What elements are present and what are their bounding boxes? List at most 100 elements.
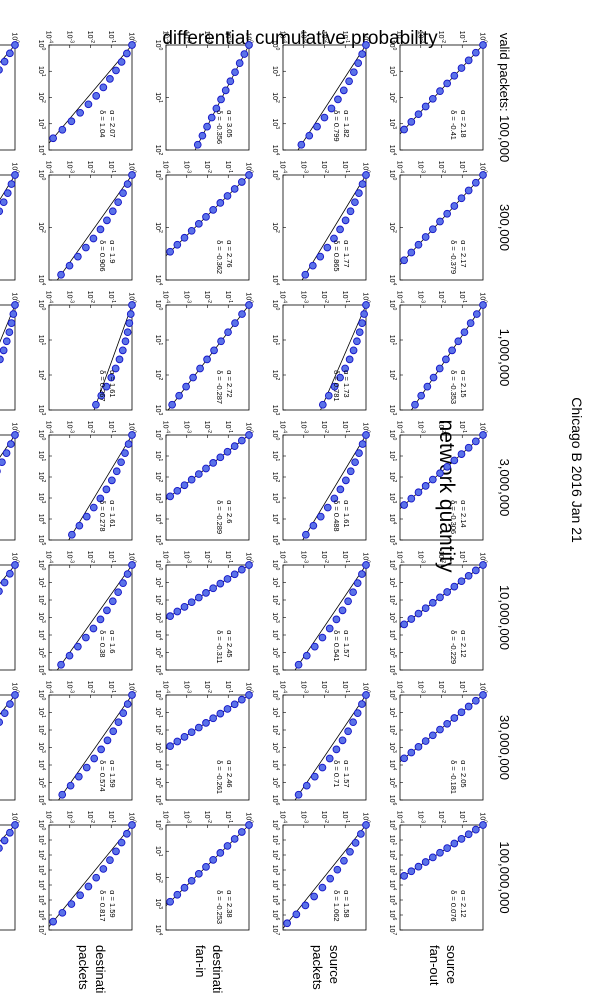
data-point <box>189 373 197 382</box>
data-point <box>349 718 357 727</box>
data-point <box>125 319 134 327</box>
panel: 10-410-310-210-1100100101102103α = 1.69δ… <box>0 292 20 411</box>
data-point <box>58 908 67 917</box>
data-point <box>216 849 225 857</box>
data-point <box>471 566 480 575</box>
data-point <box>334 95 342 104</box>
delta-label: δ = -0.253 <box>215 890 224 924</box>
data-point <box>209 856 218 864</box>
y-tick-label: 10-4 <box>45 551 54 563</box>
row-label: packets <box>76 945 91 990</box>
data-point <box>400 620 408 629</box>
data-point <box>428 598 437 607</box>
data-point <box>2 449 11 457</box>
panel: 10-410-310-210-1100100102104α = 2.76δ = … <box>154 161 254 286</box>
data-point <box>106 75 114 83</box>
x-tick-label: 100 <box>154 690 163 701</box>
x-tick-label: 102 <box>388 725 397 736</box>
x-tick-label: 101 <box>271 577 280 588</box>
data-point <box>332 615 341 624</box>
data-point <box>180 733 189 741</box>
alpha-label: α = 2.05 <box>459 760 468 787</box>
alpha-label: α = 2.18 <box>459 110 468 137</box>
panel: 10-410-310-210-1100100101102103104α = 2.… <box>388 31 488 156</box>
panel-frame <box>0 44 16 151</box>
data-point <box>92 400 100 409</box>
data-point <box>237 178 246 186</box>
data-point <box>309 521 318 530</box>
y-tick-label: 10-3 <box>299 551 308 563</box>
panel: 10-410-310-210-1100100101102103104105α =… <box>37 421 137 546</box>
panel: 10-410-310-210-1100100101102103104105106… <box>0 552 20 671</box>
x-tick-label: 100 <box>388 170 397 181</box>
y-tick-label: 10-1 <box>224 421 233 433</box>
data-point <box>209 459 218 467</box>
y-tick-label: 10-3 <box>299 291 308 303</box>
data-point <box>114 588 122 597</box>
data-point <box>471 178 480 187</box>
data-point <box>0 66 3 74</box>
data-point <box>305 131 314 140</box>
y-tick-label: 10-3 <box>299 31 308 43</box>
x-tick-label: 101 <box>388 707 397 718</box>
data-point <box>187 876 196 885</box>
y-tick-label: 10-4 <box>162 681 171 693</box>
column-header: 30,000,000 <box>497 715 512 780</box>
data-point <box>245 691 253 699</box>
data-point <box>207 113 216 122</box>
column-header: 100,000,000 <box>497 841 512 913</box>
data-point <box>450 71 459 80</box>
data-point <box>346 847 354 856</box>
data-point <box>448 346 456 355</box>
x-tick-label: 102 <box>154 472 163 483</box>
y-tick-label: 10-2 <box>320 31 329 43</box>
data-point <box>7 440 15 448</box>
x-tick-label: 104 <box>388 630 397 641</box>
x-tick-label: 102 <box>37 92 46 103</box>
data-point <box>216 579 225 588</box>
data-point <box>400 125 408 134</box>
data-point <box>429 373 438 382</box>
x-tick-label: 104 <box>37 760 46 771</box>
data-point <box>245 301 253 309</box>
y-tick-label: 10-1 <box>107 681 116 693</box>
data-point <box>362 691 370 699</box>
data-point <box>123 49 131 58</box>
x-tick-label: 102 <box>388 472 397 483</box>
data-point <box>450 714 459 722</box>
data-point <box>49 134 58 143</box>
x-tick-label: 102 <box>388 92 397 103</box>
x-tick-label: 100 <box>154 300 163 311</box>
y-tick-label: 10-3 <box>299 811 308 823</box>
column-header: 10,000,000 <box>497 585 512 650</box>
data-point <box>346 467 355 476</box>
x-tick-label: 103 <box>37 612 46 623</box>
x-tick-label: 103 <box>271 405 280 416</box>
y-tick-label: 10-2 <box>203 161 212 173</box>
data-point <box>353 579 362 587</box>
data-point <box>58 125 67 134</box>
x-tick-label: 103 <box>271 865 280 876</box>
panel-frame <box>48 694 133 801</box>
delta-label: δ = 0.71 <box>332 760 341 787</box>
alpha-label: α = 1.6 <box>108 630 117 653</box>
data-point <box>231 68 239 77</box>
data-point <box>309 261 317 270</box>
data-point <box>341 364 349 373</box>
data-point <box>128 171 136 179</box>
x-tick-label: 105 <box>37 777 46 788</box>
panel-frame <box>0 564 16 671</box>
y-tick-label: 10-4 <box>45 161 54 173</box>
delta-label: δ = 0.865 <box>332 240 341 272</box>
x-tick-label: 105 <box>271 647 280 658</box>
y-tick-label: 10-4 <box>396 551 405 563</box>
data-point <box>128 431 136 439</box>
data-point <box>454 337 463 346</box>
x-tick-label: 103 <box>271 612 280 623</box>
data-point <box>344 727 352 736</box>
panel: 10-410-310-210-1100100101102103104105106… <box>37 811 137 936</box>
row-label: source <box>444 945 459 984</box>
data-point <box>97 745 105 754</box>
y-tick-label: 10-2 <box>86 291 95 303</box>
panel-frame <box>165 44 250 151</box>
